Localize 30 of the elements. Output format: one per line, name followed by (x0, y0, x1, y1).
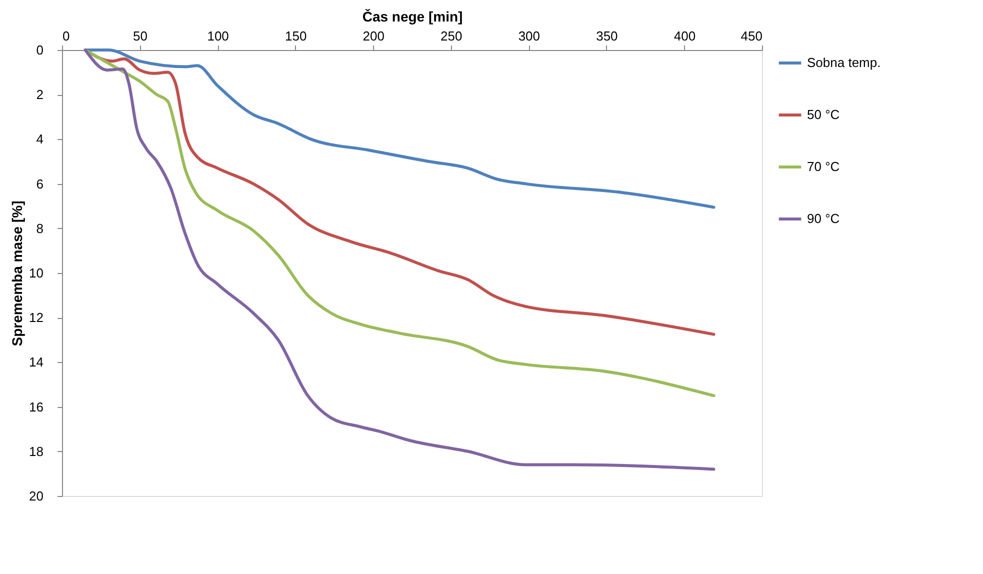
y-tick-label: 18 (29, 444, 44, 459)
y-tick-label: 16 (29, 399, 44, 414)
legend-label: Sobna temp. (807, 55, 881, 70)
x-tick-label: 50 (133, 28, 148, 44)
line-series (84, 48, 716, 398)
x-tick-label: 150 (284, 28, 307, 44)
y-tick-label: 12 (29, 310, 44, 326)
y-tick-label: 10 (29, 266, 44, 280)
x-tick-label: 200 (362, 28, 384, 44)
x-tick-label: 350 (596, 28, 618, 44)
x-tick-label: 400 (674, 28, 696, 44)
x-tick-label: 450 (740, 28, 762, 44)
line-series (84, 48, 716, 209)
y-tick-label: 0 (36, 42, 44, 58)
x-axis-title: Čas nege [min] (362, 8, 463, 24)
y-tick-label: 14 (29, 354, 44, 370)
y-tick-label: 4 (36, 132, 44, 147)
legend-label: 90 °C (807, 211, 840, 226)
line-series (84, 48, 716, 471)
x-tick-label: 300 (518, 28, 540, 44)
y-tick-label: 6 (36, 176, 44, 192)
y-axis-title: Sprememba mase [%] (9, 200, 26, 346)
legend-label: 50 °C (807, 107, 840, 122)
legend-label: 70 °C (807, 159, 840, 174)
x-tick-label: 250 (440, 28, 462, 44)
y-tick-label: 8 (36, 220, 44, 236)
x-tick-label: 100 (207, 28, 229, 44)
y-tick-label: 2 (36, 87, 44, 102)
y-tick-label: 20 (29, 488, 44, 504)
x-tick-label: 0 (62, 28, 70, 44)
